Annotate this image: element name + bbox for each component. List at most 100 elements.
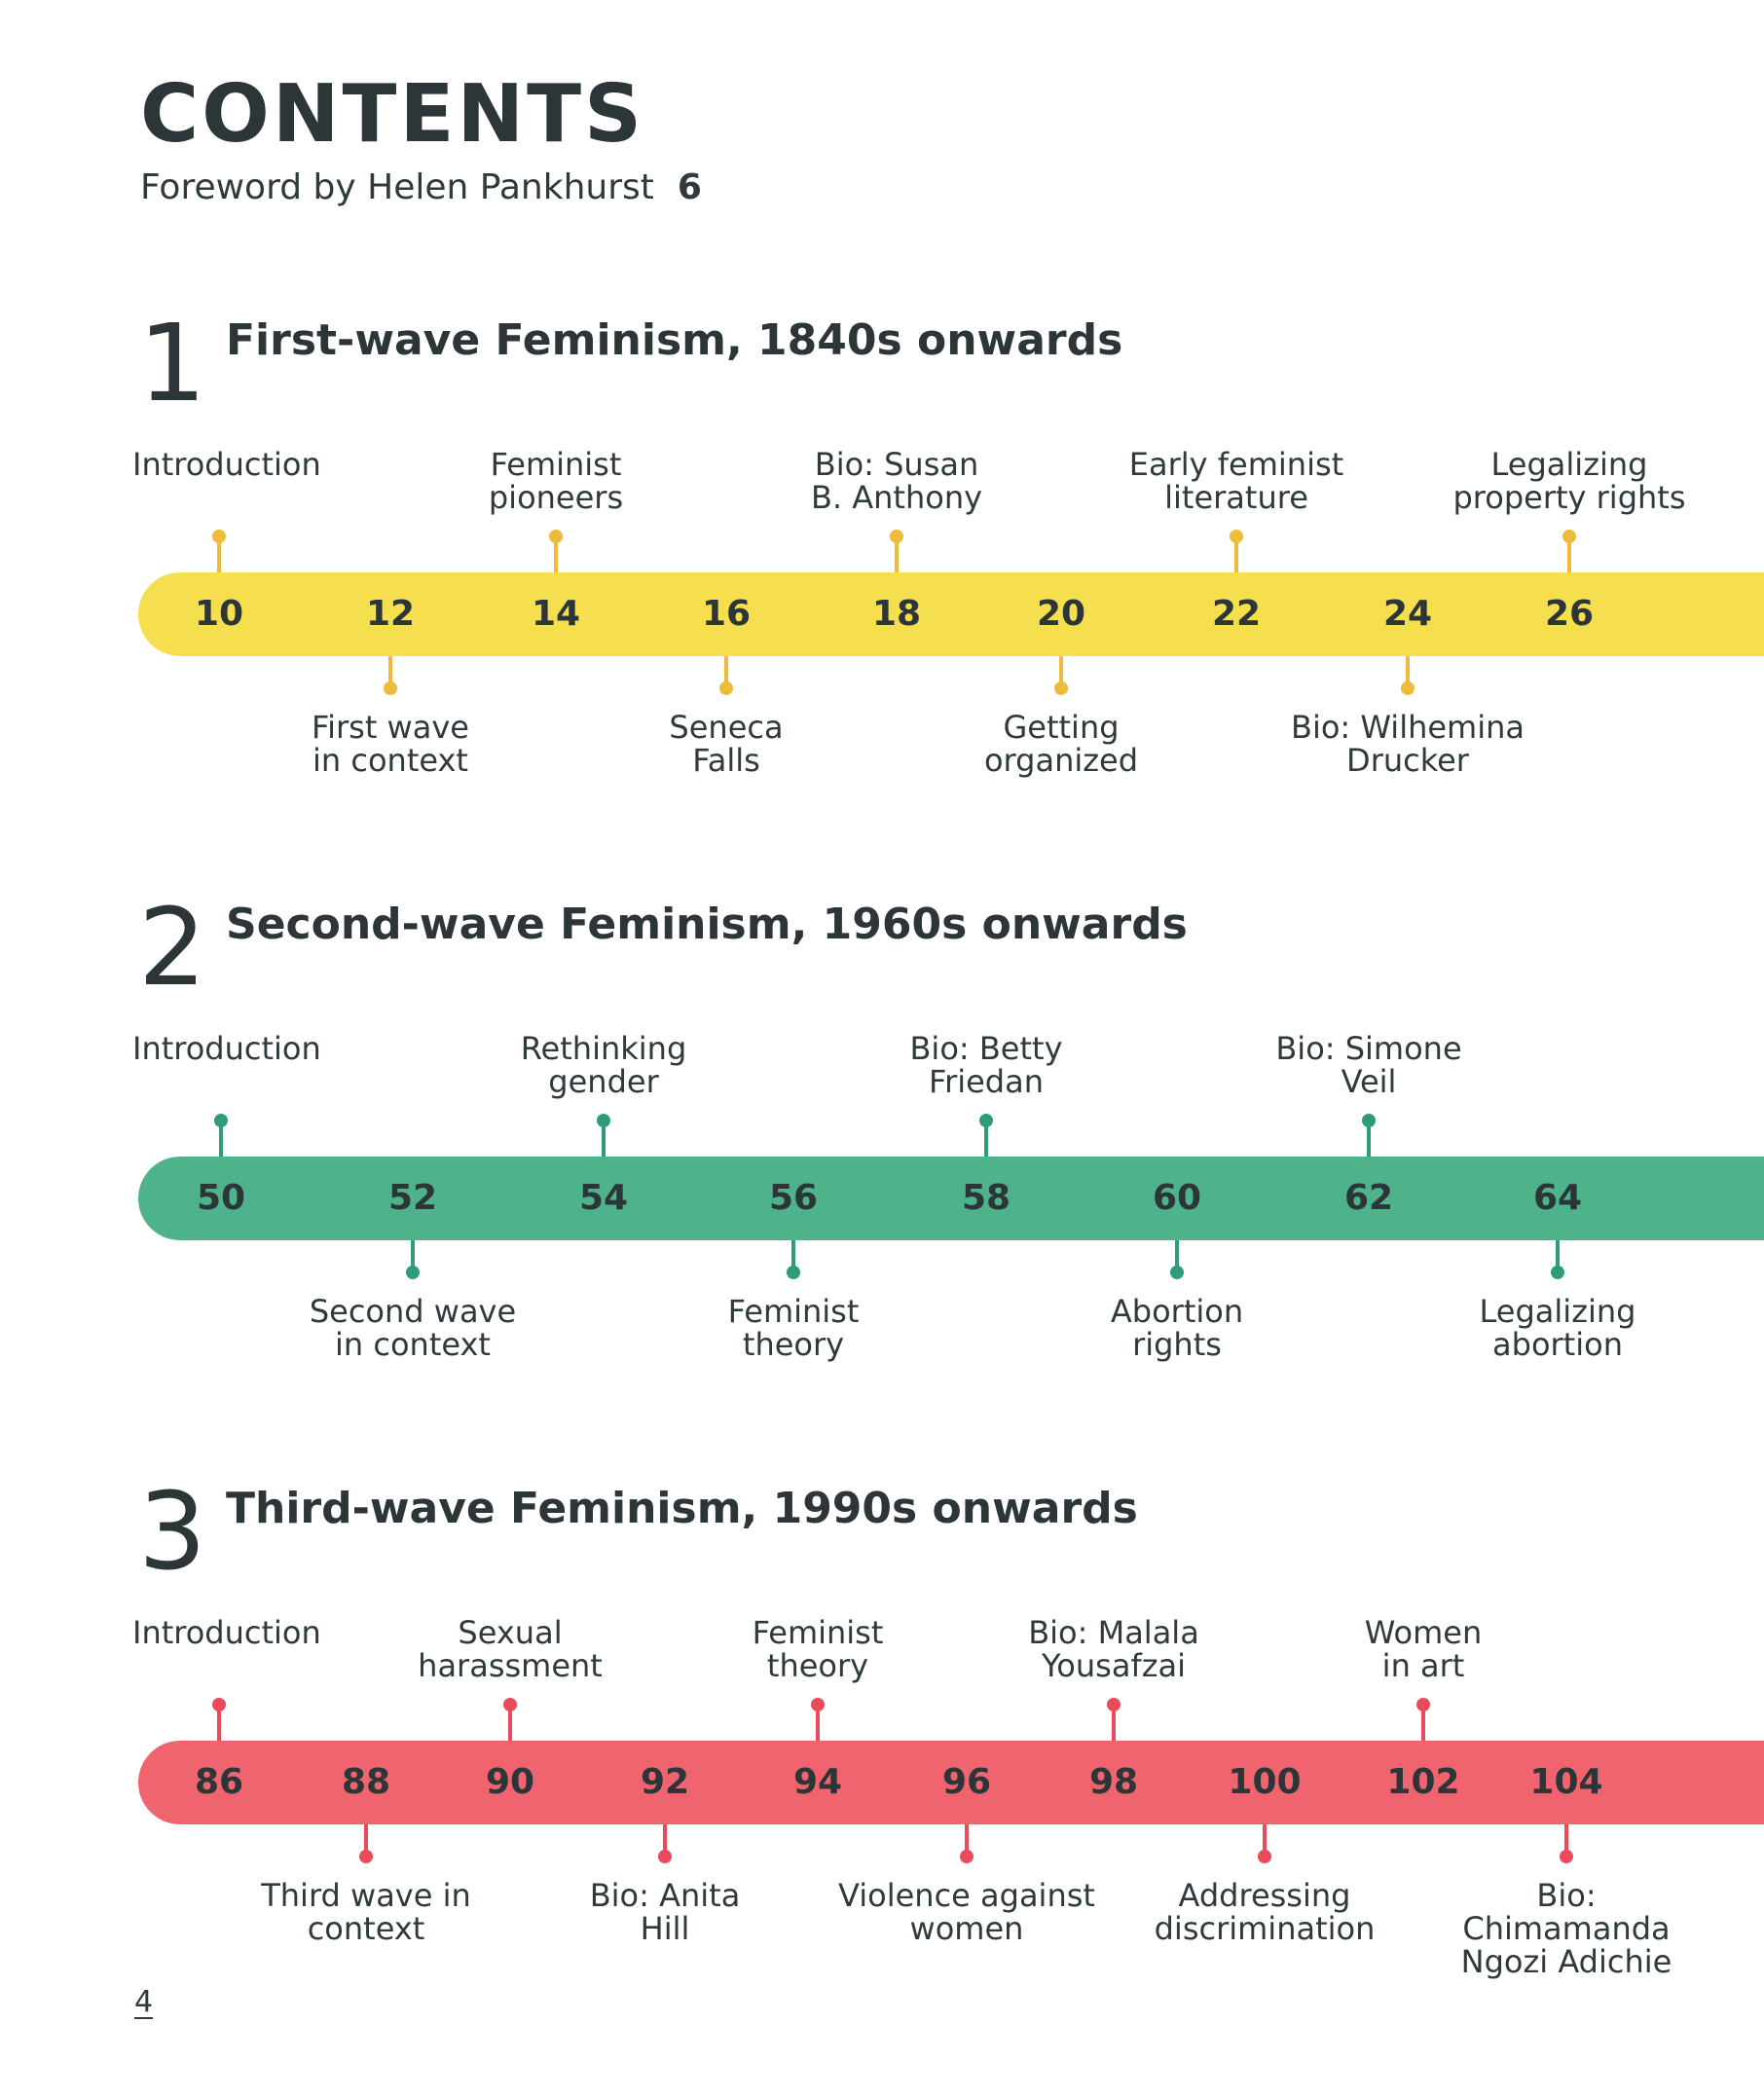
entry-label[interactable]: Third wave in context — [261, 1877, 471, 1947]
entry-marker-dot — [960, 1850, 974, 1863]
entry-label[interactable]: Bio: Chimamanda Ngozi Adichie — [1460, 1877, 1672, 1980]
entry-connector — [1556, 1240, 1560, 1273]
footer-page-number: 4 — [134, 1985, 154, 2019]
page-number[interactable]: 56 — [768, 1178, 819, 1218]
page-number[interactable]: 22 — [1211, 594, 1262, 634]
entry-connector — [724, 656, 728, 689]
page-number[interactable]: 62 — [1343, 1178, 1394, 1218]
entry-label[interactable]: Legalizing property rights — [1452, 446, 1686, 516]
page-title: CONTENTS — [140, 68, 645, 161]
entry-marker-dot — [359, 1850, 373, 1863]
entry-label[interactable]: Bio: Anita Hill — [589, 1877, 741, 1947]
page-number[interactable]: 26 — [1544, 594, 1595, 634]
entry-marker-dot — [890, 530, 903, 543]
entry-label[interactable]: Abortion rights — [1110, 1293, 1244, 1363]
section-title[interactable]: First-wave Feminism, 1840s onwards — [226, 315, 1123, 365]
entry-label[interactable]: Feminist pioneers — [488, 446, 624, 516]
entry-marker-dot — [384, 681, 397, 695]
page-number[interactable]: 90 — [485, 1762, 535, 1802]
entry-label[interactable]: Seneca Falls — [669, 709, 784, 779]
entry-label[interactable]: Introduction — [132, 1614, 321, 1651]
page-number[interactable]: 24 — [1382, 594, 1433, 634]
page-number[interactable]: 88 — [341, 1762, 391, 1802]
page-number[interactable]: 86 — [194, 1762, 244, 1802]
entry-marker-dot — [1230, 530, 1243, 543]
page-number[interactable]: 104 — [1529, 1762, 1603, 1802]
entry-connector — [388, 656, 392, 689]
entry-label[interactable]: Bio: Betty Friedan — [909, 1030, 1063, 1100]
entry-marker-dot — [503, 1698, 517, 1711]
entry-marker-dot — [719, 681, 733, 695]
page-number[interactable]: 100 — [1228, 1762, 1302, 1802]
page-number[interactable]: 98 — [1088, 1762, 1139, 1802]
entry-connector — [1567, 539, 1571, 572]
entry-marker-dot — [658, 1850, 672, 1863]
entry-marker-dot — [214, 1114, 228, 1127]
entry-connector — [1059, 656, 1063, 689]
entry-label[interactable]: Addressing discrimination — [1154, 1877, 1376, 1947]
entry-connector — [602, 1123, 606, 1157]
page-number[interactable]: 58 — [961, 1178, 1011, 1218]
section-2: 2 Second-wave Feminism, 1960s onwards 50 52… — [0, 894, 1764, 1439]
entry-marker-dot — [212, 1698, 226, 1711]
page-number[interactable]: 12 — [365, 594, 416, 634]
entry-label[interactable]: Getting organized — [983, 709, 1139, 779]
entry-marker-dot — [1258, 1850, 1271, 1863]
entry-marker-dot — [1551, 1266, 1564, 1279]
entry-marker-dot — [597, 1114, 610, 1127]
section-title[interactable]: Second-wave Feminism, 1960s onwards — [226, 900, 1188, 949]
entry-label[interactable]: Introduction — [132, 446, 321, 483]
section-3: 3 Third-wave Feminism, 1990s onwards 86 88 9… — [0, 1478, 1764, 2023]
entry-connector — [219, 1123, 223, 1157]
entry-label[interactable]: Bio: Simone Veil — [1275, 1030, 1462, 1100]
page-number[interactable]: 14 — [531, 594, 581, 634]
entry-marker-dot — [1401, 681, 1415, 695]
entry-label[interactable]: Feminist theory — [727, 1293, 860, 1363]
timeline-bar — [138, 1157, 1764, 1240]
section-title[interactable]: Third-wave Feminism, 1990s onwards — [226, 1484, 1138, 1533]
entry-label[interactable]: Sexual harassment — [418, 1614, 603, 1684]
entry-label[interactable]: Bio: Malala Yousafzai — [1028, 1614, 1199, 1684]
page-number[interactable]: 10 — [194, 594, 244, 634]
page-number[interactable]: 64 — [1532, 1178, 1583, 1218]
entry-connector — [1564, 1824, 1568, 1857]
page-number[interactable]: 20 — [1036, 594, 1086, 634]
entry-connector — [1234, 539, 1238, 572]
page-number[interactable]: 52 — [387, 1178, 438, 1218]
entry-label[interactable]: Early feminist literature — [1128, 446, 1344, 516]
entry-label[interactable]: Bio: Wilhemina Drucker — [1290, 709, 1525, 779]
page-number[interactable]: 96 — [941, 1762, 992, 1802]
entry-label[interactable]: Women in art — [1364, 1614, 1483, 1684]
entry-connector — [1406, 656, 1410, 689]
entry-marker-dot — [1170, 1266, 1184, 1279]
entry-label[interactable]: Second wave in context — [309, 1293, 517, 1363]
entry-label[interactable]: Introduction — [132, 1030, 321, 1067]
entry-marker-dot — [212, 530, 226, 543]
entry-label[interactable]: Legalizing abortion — [1479, 1293, 1636, 1363]
page-number[interactable]: 102 — [1386, 1762, 1460, 1802]
entry-connector — [895, 539, 899, 572]
entry-label[interactable]: Feminist theory — [752, 1614, 884, 1684]
entry-label[interactable]: Violence against women — [838, 1877, 1095, 1947]
entry-label[interactable]: First wave in context — [312, 709, 469, 779]
entry-marker-dot — [1362, 1114, 1376, 1127]
page-number[interactable]: 92 — [640, 1762, 690, 1802]
entry-connector — [1367, 1123, 1371, 1157]
entry-connector — [984, 1123, 988, 1157]
page-number[interactable]: 94 — [792, 1762, 843, 1802]
page-number[interactable]: 18 — [871, 594, 922, 634]
entry-marker-dot — [1560, 1850, 1573, 1863]
entry-label[interactable]: Bio: Susan B. Anthony — [810, 446, 983, 516]
entry-connector — [791, 1240, 795, 1273]
section-number: 2 — [138, 885, 206, 1010]
page-number[interactable]: 54 — [578, 1178, 629, 1218]
page-number[interactable]: 60 — [1152, 1178, 1202, 1218]
page-number[interactable]: 50 — [196, 1178, 246, 1218]
entry-connector — [965, 1824, 969, 1857]
entry-marker-dot — [1416, 1698, 1430, 1711]
entry-connector — [1421, 1708, 1425, 1741]
entry-label[interactable]: Rethinking gender — [520, 1030, 687, 1100]
page-number[interactable]: 16 — [701, 594, 752, 634]
entry-connector — [364, 1824, 368, 1857]
foreword-entry[interactable]: Foreword by Helen Pankhurst 6 — [140, 167, 702, 207]
